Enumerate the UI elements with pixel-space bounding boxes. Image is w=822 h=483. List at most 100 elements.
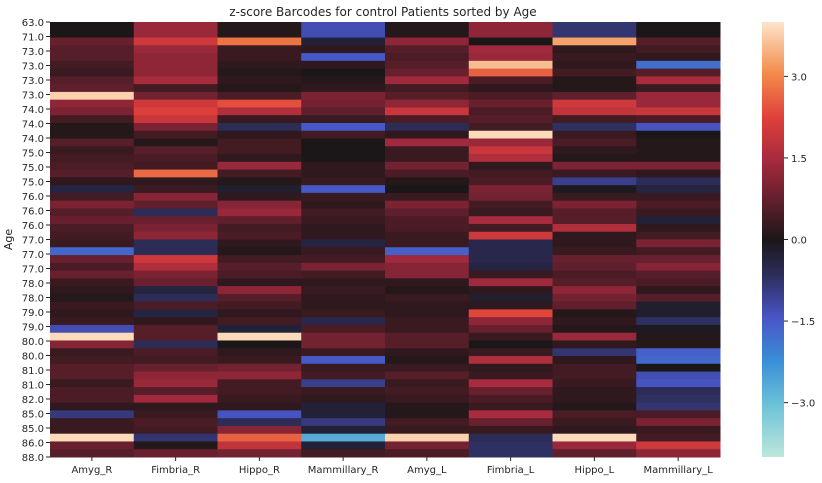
heatmap-cell	[385, 317, 470, 326]
heatmap-cell	[217, 425, 302, 435]
heatmap-cell	[217, 402, 302, 411]
heatmap-cell	[468, 146, 553, 155]
colorbar-tick-label: 3.0	[791, 72, 807, 83]
heatmap-cell	[217, 45, 302, 54]
heatmap-cell	[217, 146, 302, 155]
heatmap-cell	[468, 348, 553, 357]
heatmap-cell	[468, 402, 553, 411]
heatmap-cell	[468, 433, 553, 442]
colorbar	[762, 22, 784, 457]
heatmap-cell	[636, 223, 721, 233]
heatmap-cell	[636, 37, 721, 46]
heatmap-cell	[50, 425, 135, 435]
heatmap-cell	[468, 247, 553, 256]
heatmap-cell	[385, 146, 470, 155]
heatmap-cell	[217, 99, 302, 108]
heatmap-cell	[636, 387, 721, 396]
heatmap-cell	[385, 348, 470, 357]
heatmap-cell	[552, 154, 637, 163]
heatmap-cell	[385, 441, 470, 450]
heatmap-cell	[552, 223, 637, 233]
heatmap-cell	[385, 356, 470, 365]
heatmap-cell	[50, 223, 135, 233]
heatmap-cell	[133, 425, 218, 435]
heatmap-cell	[552, 161, 637, 171]
heatmap-cell	[468, 60, 553, 70]
heatmap-cell	[133, 84, 218, 93]
heatmap-cell	[301, 53, 386, 62]
heatmap-cell	[552, 425, 637, 435]
heatmap-cell	[636, 332, 721, 341]
heatmap-cell	[636, 91, 721, 101]
heatmap-cell	[552, 379, 637, 388]
heatmap-cell	[468, 340, 553, 349]
heatmap-cell	[133, 324, 218, 334]
x-axis-ticks: Amyg_R Fimbria_R Hippo_R Mammillary_R Amyg_L…	[71, 457, 713, 476]
heatmap-cell	[217, 418, 302, 427]
heatmap-cell	[468, 262, 553, 272]
heatmap-cell	[301, 293, 386, 303]
y-tick-label: 79.0	[22, 308, 44, 319]
heatmap-cell	[217, 387, 302, 396]
heatmap-cell	[301, 231, 386, 240]
heatmap-cell	[301, 379, 386, 388]
heatmap-cell	[50, 363, 135, 373]
heatmap-cell	[301, 387, 386, 396]
heatmap-cell	[133, 418, 218, 427]
heatmap-cell	[301, 76, 386, 85]
heatmap-cell	[636, 177, 721, 186]
heatmap-cell	[552, 402, 637, 411]
heatmap-cell	[385, 22, 470, 31]
heatmap-cell	[636, 348, 721, 357]
heatmap-cell	[50, 208, 135, 217]
heatmap-cell	[217, 348, 302, 357]
heatmap-cell	[133, 22, 218, 31]
heatmap-cell	[301, 216, 386, 225]
heatmap-cell	[217, 53, 302, 62]
heatmap-cell	[552, 239, 637, 248]
heatmap-cell	[217, 76, 302, 85]
heatmap-cell	[301, 161, 386, 171]
heatmap-cell	[552, 138, 637, 147]
heatmap-cell	[301, 84, 386, 93]
heatmap-cell	[636, 317, 721, 326]
heatmap-cell	[217, 107, 302, 116]
heatmap-cell	[133, 185, 218, 194]
heatmap-cell	[217, 122, 302, 132]
heatmap-cell	[385, 340, 470, 349]
heatmap-cell	[636, 192, 721, 202]
heatmap-cell	[133, 29, 218, 39]
heatmap-cell	[50, 410, 135, 419]
heatmap-cell	[552, 418, 637, 427]
heatmap-cell	[636, 122, 721, 132]
y-tick-label: 73.0	[22, 62, 44, 73]
heatmap-cell	[636, 130, 721, 140]
heatmap-cell	[385, 293, 470, 303]
heatmap-cell	[468, 122, 553, 132]
heatmap-cell	[50, 53, 135, 62]
heatmap-cell	[217, 138, 302, 147]
heatmap-cell	[301, 192, 386, 202]
heatmap-cell	[552, 60, 637, 70]
heatmap-cell	[50, 216, 135, 225]
heatmap-cell	[301, 138, 386, 147]
heatmap-cell	[552, 286, 637, 295]
y-tick-label: 86.0	[22, 439, 44, 450]
heatmap-cell	[217, 324, 302, 334]
heatmap-cell	[385, 154, 470, 163]
heatmap-cell	[217, 363, 302, 373]
heatmap-cell	[301, 22, 386, 31]
heatmap-cell	[133, 60, 218, 70]
heatmap-cell	[50, 262, 135, 272]
heatmap-cell	[552, 185, 637, 194]
heatmap-cell	[636, 231, 721, 240]
y-tick-label: 85.0	[22, 410, 44, 421]
colorbar-tick-label: 1.5	[791, 154, 807, 165]
heatmap-cell	[552, 68, 637, 77]
heatmap-cell	[468, 37, 553, 46]
heatmap-cell	[301, 324, 386, 334]
y-tick-label: 77.0	[22, 236, 44, 247]
heatmap-cell	[636, 60, 721, 70]
heatmap-cell	[636, 262, 721, 272]
heatmap-cell	[552, 22, 637, 31]
